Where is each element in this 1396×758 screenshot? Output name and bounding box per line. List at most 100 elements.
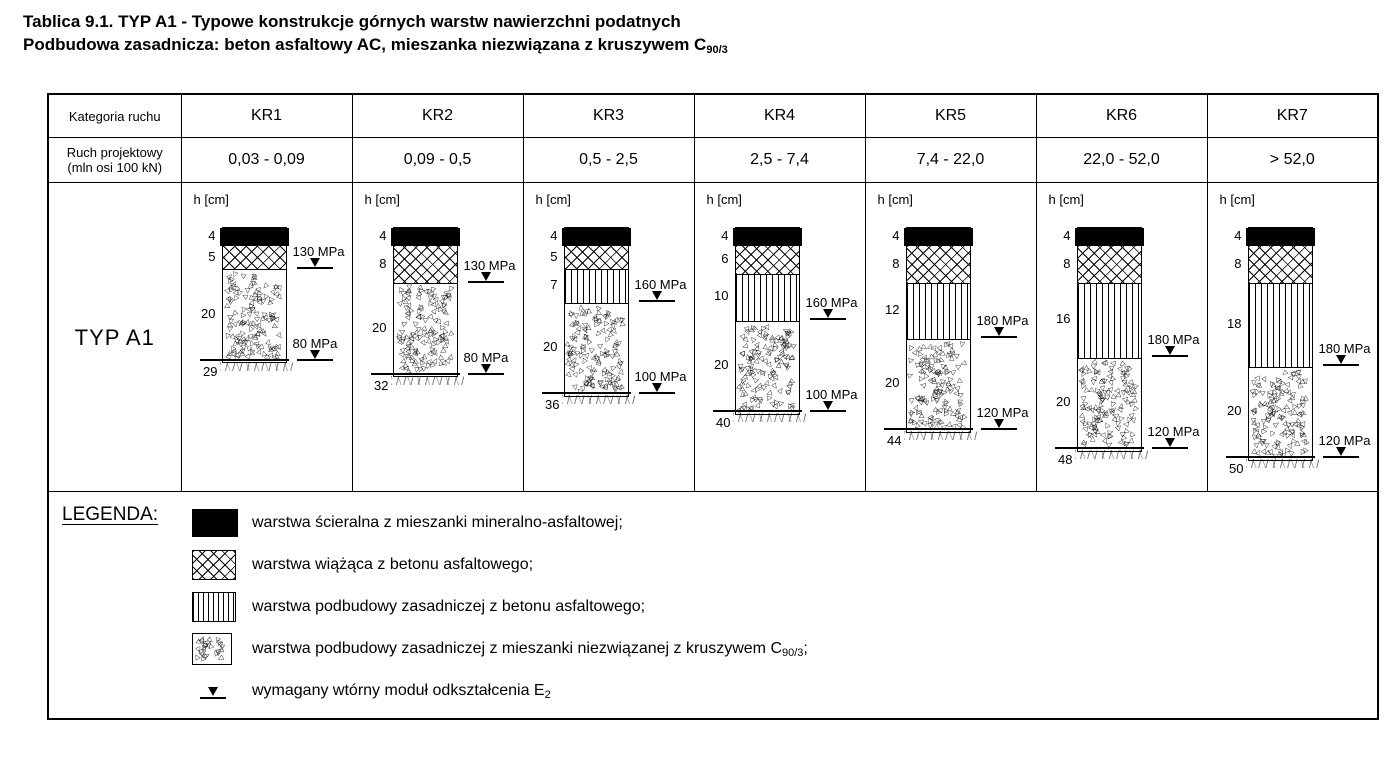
wiazaca-pattern-swatch (192, 550, 236, 580)
aggregate-speck-glyph: ▽ (933, 398, 940, 406)
modulus-marker-triangle (480, 364, 491, 374)
aggregate-speck-glyph: △ (1276, 412, 1283, 420)
height-axis-label: h [cm] (1048, 192, 1084, 207)
layer-thickness-label: 20 (1056, 393, 1071, 409)
aggregate-speck-glyph: ◁ (446, 352, 456, 360)
total-thickness-label: 32 (374, 378, 389, 394)
aggregate-speck-glyph: △ (737, 362, 744, 370)
modulus-value-label: 120 MPa (1147, 423, 1200, 439)
aggregate-speck-glyph: △ (245, 286, 251, 294)
type-label-cell: TYP A1 (47, 182, 182, 492)
aggregate-speck-glyph: △ (400, 319, 410, 328)
aggregate-speck-glyph: ▷ (240, 311, 247, 320)
aggregate-speck-glyph: △ (571, 335, 580, 345)
table-subtitle-subscript: 90/3 (706, 44, 728, 56)
traffic-row-label-line1: Ruch projektowy (66, 145, 163, 160)
legend-item: wymagany wtórny moduł odkształcenia E2 (192, 676, 1377, 706)
layer-thickness-label: 16 (1056, 311, 1071, 326)
modulus-marker-triangle (1335, 447, 1346, 456)
modulus-marker-triangle (993, 327, 1004, 337)
ground-baseline (1054, 446, 1144, 449)
aggregate-speck-glyph: ◁ (398, 364, 405, 372)
legend-item-text-main: warstwa podbudowy zasadniczej z mieszank… (252, 639, 782, 657)
modulus-value-label: 130 MPa (463, 258, 516, 274)
modulus-marker-triangle (309, 350, 320, 360)
traffic-range-cell: 0,03 - 0,09 (180, 137, 353, 183)
aggregate-speck-glyph: ▷ (1262, 423, 1269, 432)
ground-hatch (903, 431, 977, 441)
legend-row: LEGENDA: warstwa ścieralna z mieszanki m… (47, 491, 1379, 720)
modulus-marker-triangle (309, 258, 320, 268)
height-axis-label: h [cm] (364, 192, 400, 207)
aggregate-speck-glyph: ▷ (1084, 405, 1090, 413)
category-header-cell: KR4 (693, 93, 866, 138)
layer-thickness-label: 4 (1063, 228, 1071, 244)
aggregate-speck-glyph: ▽ (1081, 396, 1088, 404)
layer-podbudowa_ac (1077, 284, 1141, 359)
legend-swatch-box (192, 550, 238, 580)
modulus-marker-triangle (1335, 355, 1346, 364)
modulus-marker-line (1322, 364, 1359, 366)
category-header-cell: KR6 (1035, 93, 1208, 138)
layer-niezwiazana: ▷ ▽ ▽ △ △ ▽ ◁ ▽ △ ▷ ▽ ▽ ▽ ▽ △ ▷ ◁ ▷ ▷ △ ▷ ▷ ▷ ▽ ◁ △ △ ▷ ▷ ▽ ▽ △ ◁ △ ◁ ◁ ◁ ▷ ▽ △… (906, 340, 970, 433)
modulus-marker-triangle (1164, 345, 1175, 355)
layer-stack: ◁ ▷ ◁ ▷ △ △ △ ◁ ▽ ◁ ◁ △ ▷ ▷ ▷ ◁ ▷ ▷ ▽ ◁ ▽ ▷ ▽ ◁ ▽ ▷ ▷ ◁ △ ◁ △ ▽ ◁ △ △ △ △ ◁ ◁ ▽… (219, 227, 289, 364)
legend-item-text-main: warstwa wiążąca z betonu asfaltowego; (252, 555, 534, 573)
ground-baseline (883, 428, 973, 431)
layer-thickness-label: 20 (714, 357, 729, 372)
layer-niezwiazana: ◁ ▷ ◁ ▷ △ △ △ ◁ ▽ ◁ ◁ △ ▷ ▷ ▷ ◁ ▷ ▷ ▽ ◁ ▽ ▷ ▽ ◁ ▽ ▷ ▷ ◁ △ ◁ △ ▽ ◁ △ △ △ △ ◁ ◁ ▽… (222, 270, 286, 363)
modulus-marker-triangle (1164, 437, 1175, 447)
pavement-diagram-cell: h [cm] ▷ △ △ ▷ ▷ ▽ ◁ △ ▽ ▷ ◁ △ △ ▽ △ ▷ △ ◁ △ △ ▽ ▽ △ ◁ △ ▽ ▽ ▷ ▷ ▷ ▷ ◁ ▽ △… (351, 182, 524, 492)
aggregate-speck-glyph: ◁ (271, 322, 280, 332)
modulus-marker-line (296, 359, 333, 362)
height-axis-label: h [cm] (706, 192, 742, 207)
total-thickness-label: 36 (545, 396, 560, 412)
ground-hatch (732, 413, 806, 422)
layer-thickness-label: 20 (1227, 403, 1242, 418)
legend-item-text: wymagany wtórny moduł odkształcenia E2 (252, 682, 551, 701)
modulus-value-label: 180 MPa (976, 313, 1029, 329)
aggregate-speck-glyph: ▽ (593, 329, 602, 339)
aggregate-speck-glyph: ◁ (751, 324, 757, 332)
aggregate-speck-glyph: △ (750, 387, 759, 394)
layer-wiazaca (222, 246, 286, 271)
modulus-marker-line (980, 428, 1017, 431)
traffic-row-label: Ruch projektowy (mln osi 100 kN) (47, 137, 182, 183)
aggregate-speck-glyph: ▽ (1125, 399, 1134, 406)
layer-wiazaca (393, 246, 457, 285)
aggregate-speck-glyph: ◁ (586, 374, 593, 382)
pavement-diagram-cell: h [cm] ◁ ▷ ◁ ▷ △ △ △ ◁ ▽ ◁ ◁ △ ▷ ▷ ▷ ◁ ▷ ▷ ▽ ◁ ▽ ▷ ▽ ◁ ▽ ▷ ▷ ◁ △ ◁ △ ▽ ◁ △… (180, 182, 353, 492)
traffic-range-cell: 22,0 - 52,0 (1035, 137, 1208, 183)
pavement-diagram: h [cm] ◁ ▷ ◁ ▷ △ △ △ ◁ ▽ ◁ ◁ △ ▷ ▷ ▷ ◁ ▷ ▷ ▽ ◁ ▽ ▷ ▽ ◁ ▽ ▷ ▷ ◁ △ ◁ △ ▽ ◁ △… (182, 183, 352, 491)
modulus-marker-line (1151, 446, 1188, 449)
traffic-range-cell: 0,5 - 2,5 (522, 137, 695, 183)
legend-rows: warstwa ścieralna z mieszanki mineralno-… (192, 508, 1377, 706)
layer-niezwiazana: ▽ △ ▽ ◁ △ △ ▷ ◁ ▽ ◁ ◁ ▽ ◁ ▽ ◁ △ ▽ ▽ ▽ ▷ ◁ ◁ ◁ △ △ ▷ ▽ ▽ ▷ △ △ ▽ ▷ ▷ △ △ ◁ △ △ ◁… (735, 321, 799, 414)
layer-stack: ◁ ▽ ◁ ▽ ◁ ▷ △ ◁ ▷ ▽ ◁ ▽ ▷ △ ▽ ◁ △ ▷ △ ▷ ◁ △ ▷ △ ▽ ◁ ▷ ▷ △ ▽ △ ▽ ▷ ◁ ◁ ◁ △ ▷ ◁ ▷… (561, 227, 631, 397)
modulus-marker-line (1322, 456, 1359, 458)
aggregate-speck-glyph: ▽ (1268, 429, 1276, 439)
modulus-value-label: 80 MPa (463, 350, 509, 366)
layer-scieralna (561, 228, 631, 247)
legend-swatch-box: △ ◁ △ ▷ ▽ ◁ ▷ ◁ ◁ ▽ △ ▽ ◁ ▷ ▽ ▽ ▷ ▷ ▽ ▽ ▽ ◁ △ ◁ △ ◁ ▽ (192, 633, 238, 665)
aggregate-speck-glyph: ▽ (949, 354, 955, 362)
aggregate-speck-glyph: ▷ (426, 312, 434, 321)
ground-hatch (1074, 449, 1148, 459)
niezwiazana-pattern-swatch: △ ◁ △ ▷ ▽ ◁ ▷ ◁ ◁ ▽ △ ▽ ◁ ▷ ▽ ▽ ▷ ▷ ▽ ▽ ▽ ◁ △ ◁ △ ◁ ▽ (192, 633, 232, 665)
layer-niezwiazana: ◁ ◁ ▽ △ ▽ ▷ ◁ ◁ ▽ ◁ ◁ △ ▽ ◁ ▷ ▽ ▷ ▷ △ ◁ ▷ ◁ ▷ ▽ ◁ ▷ ◁ △ ▽ ◁ ▷ ◁ △ ▽ ◁ △ ▽ ▽ ▽ △… (1248, 367, 1312, 460)
legend-item-text-main: wymagany wtórny moduł odkształcenia E (252, 681, 545, 699)
ground-hatch (1245, 459, 1319, 468)
aggregate-speck-glyph: △ (205, 641, 212, 650)
aggregate-speck-glyph: ▽ (738, 350, 746, 357)
category-header-cell: KR3 (522, 93, 695, 138)
aggregate-speck-glyph: ▽ (573, 312, 579, 320)
layer-scieralna (903, 228, 973, 247)
aggregate-speck-glyph: ▽ (1295, 369, 1302, 378)
total-thickness-label: 44 (887, 433, 902, 449)
layer-niezwiazana: △ ▷ ▽ ▷ ▷ ▷ ▷ △ ▽ ▽ ▽ ▷ ▽ ▽ ▷ ▽ ▽ ◁ ▷ △ ◁ ▽ △ ▷ △ ◁ △ ▽ △ ▷ ◁ ▷ ▽ ▽ ▽ ◁ ▽ ▷ ▷ ▷… (1077, 358, 1141, 451)
aggregate-speck-glyph: ◁ (219, 644, 227, 651)
modulus-value-label: 130 MPa (292, 244, 345, 260)
legend-item-text: warstwa podbudowy zasadniczej z mieszank… (252, 640, 808, 659)
aggregate-speck-glyph: ◁ (1106, 372, 1112, 380)
